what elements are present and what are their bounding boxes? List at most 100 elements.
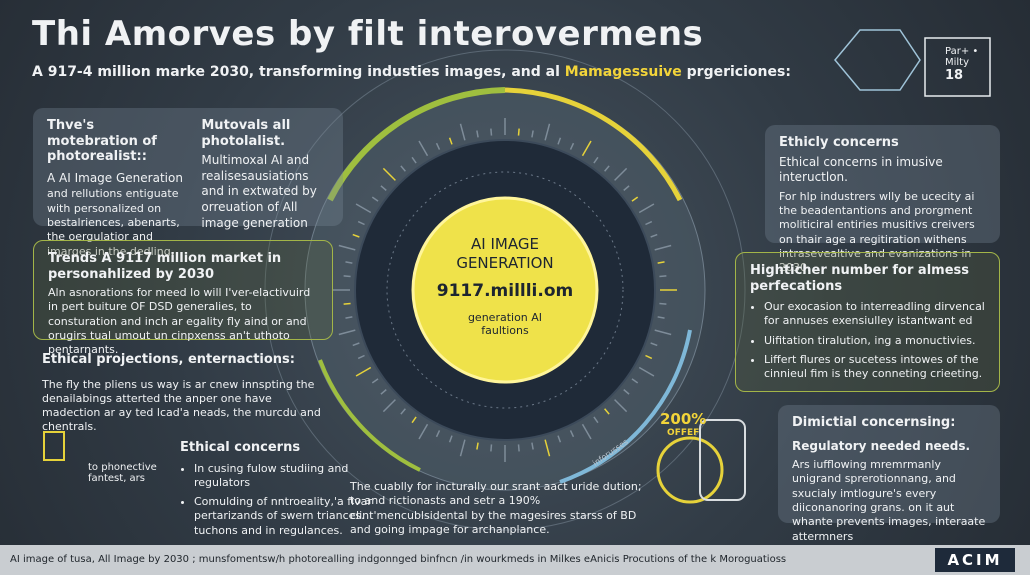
list-item: Liffert flures or sucetess intowes of th… <box>764 353 985 382</box>
footer: AI image of tusa, All Image by 2030 ; mu… <box>0 545 1030 575</box>
heading: Dimictial concernsing: <box>792 415 956 430</box>
tick <box>352 342 360 347</box>
tick <box>654 329 672 336</box>
tick <box>343 302 351 305</box>
column: Thve's motebration of photorealist:: A AI… <box>47 118 187 258</box>
tick <box>357 220 365 226</box>
tick <box>604 165 610 172</box>
heading: Ethical projections, enternactions: <box>42 352 295 367</box>
badge-line: Par+ • Milty <box>945 46 979 68</box>
tick <box>338 329 356 336</box>
badge: Par+ • Milty 18 <box>945 46 990 83</box>
tick <box>645 354 653 360</box>
tick <box>557 137 562 145</box>
offer: 200% OFFEF <box>660 410 706 438</box>
core-value: 9117.millli.om <box>436 280 574 301</box>
tick <box>448 435 453 443</box>
arc <box>504 87 683 202</box>
tick <box>343 275 351 278</box>
list: In cusing fulow studiing and regulators C… <box>180 462 380 538</box>
footer-text: AI image of tusa, All Image by 2030 ; mu… <box>10 554 787 565</box>
logo: ACIM <box>935 548 1015 572</box>
badge-number: 18 <box>945 68 964 83</box>
column: Mutovals all photolalist. Multimoxal AI a… <box>201 118 329 230</box>
tick <box>517 128 520 136</box>
tick <box>459 123 466 141</box>
tick <box>476 130 479 138</box>
tick <box>338 244 356 251</box>
right-panel: Highticher number for almess perfecation… <box>735 252 1000 392</box>
tick <box>459 439 466 457</box>
tick <box>531 130 534 138</box>
lead: A AI Image Generation <box>47 170 183 185</box>
tick <box>614 167 628 181</box>
heading: Thve's motebration of photorealist:: <box>47 118 157 165</box>
heading: Ethical concerns <box>180 440 301 455</box>
list-item: Our exocasion to interreadling dirvencal… <box>764 300 985 329</box>
tick <box>623 389 630 395</box>
tick <box>659 302 667 305</box>
projections: Ethical projections, enternactions: The f… <box>42 352 332 435</box>
tick <box>631 196 639 202</box>
tick <box>352 233 360 238</box>
right-panel: Dimictial concernsing: Regulatory needed … <box>778 405 1000 543</box>
tick <box>593 416 599 424</box>
body: For hlp industrers wlly be ucecity ai th… <box>779 189 975 275</box>
list: Our exocasion to interreadling dirvencal… <box>750 300 985 381</box>
core <box>411 196 599 384</box>
arc <box>318 359 421 472</box>
tick <box>476 442 479 450</box>
trends-panel: Trends A 9117 million market in personah… <box>33 240 333 356</box>
hex-icon <box>834 29 921 91</box>
tick <box>400 165 406 172</box>
tick <box>448 137 453 145</box>
tick <box>380 185 387 191</box>
tick <box>517 444 520 452</box>
tick <box>650 342 658 347</box>
tick <box>593 156 599 164</box>
heading: Highticher number for almess perfecation… <box>750 263 969 294</box>
heading: Ethicly concerns <box>779 135 899 150</box>
body: Aln asnorations for meed lo will I'ver-e… <box>48 286 311 357</box>
list-item: Comulding of nntroeality,'a fivar pertar… <box>194 495 380 538</box>
tick <box>531 442 534 450</box>
dotted-ring <box>386 171 624 409</box>
tick <box>435 430 441 438</box>
heading: Trends A 9117 million market in personah… <box>48 251 282 282</box>
subtitle-text: A 917-4 million marke 2030, transforming… <box>32 64 560 80</box>
tick <box>435 142 441 150</box>
tick <box>645 220 653 226</box>
tick <box>371 378 379 384</box>
tick <box>657 261 665 264</box>
arc <box>327 87 506 202</box>
core-text: AI IMAGE GENERATION 9117.millli.om gener… <box>425 235 585 337</box>
tick <box>581 140 592 157</box>
tick <box>654 244 672 251</box>
tick <box>411 156 417 164</box>
tick <box>569 142 575 150</box>
ethical-list: Ethical concerns In cusing fulow studiing… <box>180 440 380 543</box>
tick <box>355 366 372 377</box>
tick <box>490 444 493 452</box>
list-item: Uifitation tiralution, ing a monuctivies… <box>764 334 985 348</box>
ticks <box>333 118 677 462</box>
tick <box>604 408 610 415</box>
offer-small: OFFEF <box>667 428 700 438</box>
tick <box>657 316 665 319</box>
tick <box>345 261 353 264</box>
subtitle-highlight: Mamagessuive <box>564 64 682 80</box>
tick <box>614 399 628 413</box>
subtitle-end: prgericiones: <box>686 64 791 80</box>
list-item: In cusing fulow studiing and regulators <box>194 462 380 491</box>
offer-big: 200% <box>660 410 707 428</box>
tick <box>544 123 551 141</box>
tick <box>380 389 387 395</box>
tick <box>490 128 493 136</box>
subtitle: A 917-4 million marke 2030, transforming… <box>32 64 791 80</box>
tick <box>569 430 575 438</box>
title: Thi Amorves by filt interovermens <box>32 14 704 54</box>
left-panel: Thve's motebration of photorealist:: A AI… <box>33 108 343 258</box>
tick <box>623 185 630 191</box>
badge-box <box>924 37 991 97</box>
